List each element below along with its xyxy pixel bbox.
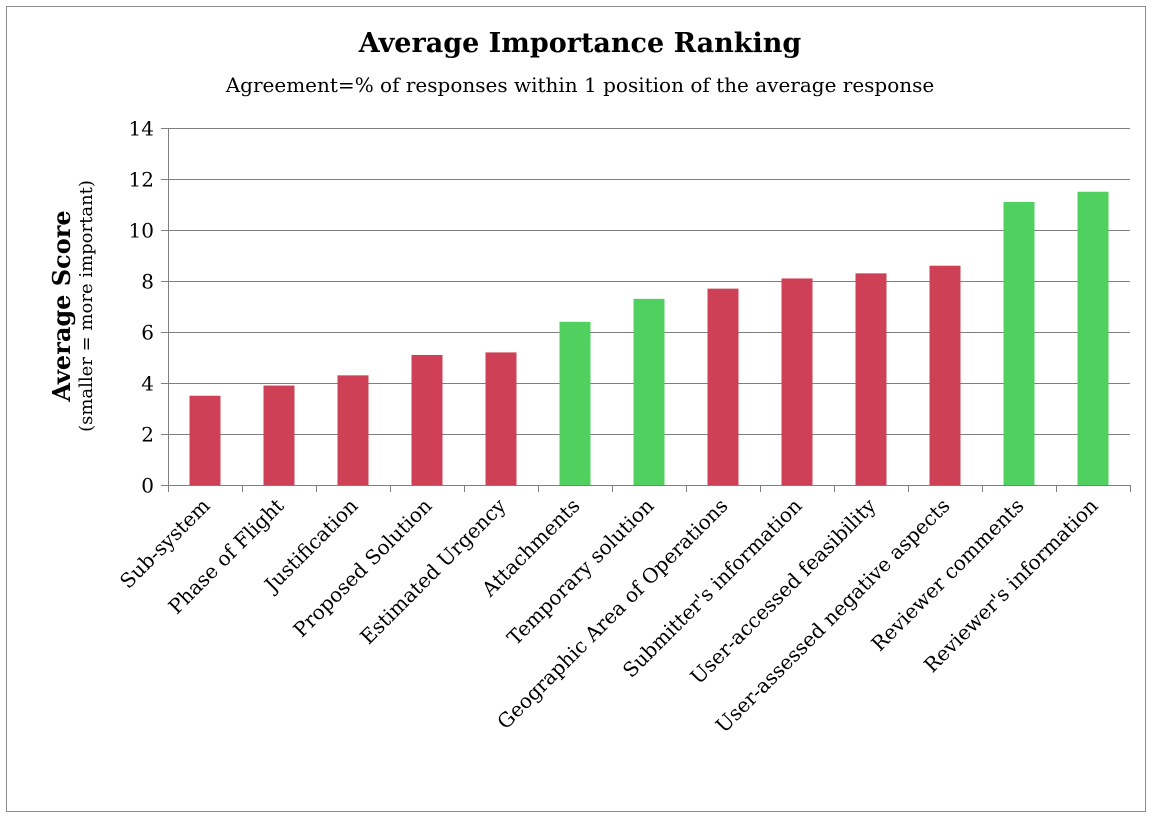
chart-subtitle: Agreement=% of responses within 1 positi…	[225, 73, 935, 97]
chart-title: Average Importance Ranking	[358, 28, 802, 59]
y-axis-title: Average Score (smaller = more important)	[47, 180, 97, 432]
y-tick-label: 2	[141, 423, 154, 447]
bar	[337, 375, 369, 485]
y-axis-label: Average Score	[47, 210, 76, 402]
y-tick-labels: 0 2 4 6 8 10 12 14	[129, 117, 154, 498]
bars	[189, 191, 1109, 485]
bar	[929, 265, 961, 485]
x-tick-label: Temporary solution	[502, 493, 658, 649]
x-ticks	[168, 485, 1131, 492]
bar	[707, 288, 739, 485]
bar	[485, 352, 517, 485]
x-tick-label: Estimated Urgency	[355, 493, 511, 649]
bar	[263, 385, 295, 485]
y-tick-label: 10	[129, 219, 154, 243]
x-tick-label: Proposed Solution	[288, 493, 436, 641]
y-axis-sublabel: (smaller = more important)	[76, 180, 97, 432]
bar	[781, 278, 813, 485]
y-tick-label: 12	[129, 168, 154, 192]
bar	[1003, 201, 1035, 485]
y-tick-label: 0	[141, 474, 154, 498]
y-tick-label: 8	[141, 270, 154, 294]
bar	[189, 395, 221, 485]
gridlines	[161, 128, 1130, 486]
bar	[855, 273, 887, 485]
bar	[559, 321, 591, 485]
y-tick-label: 14	[129, 117, 154, 141]
y-tick-label: 6	[141, 321, 154, 345]
bar	[1077, 191, 1109, 485]
bar	[633, 298, 665, 485]
bar	[411, 354, 443, 485]
y-tick-label: 4	[141, 372, 154, 396]
